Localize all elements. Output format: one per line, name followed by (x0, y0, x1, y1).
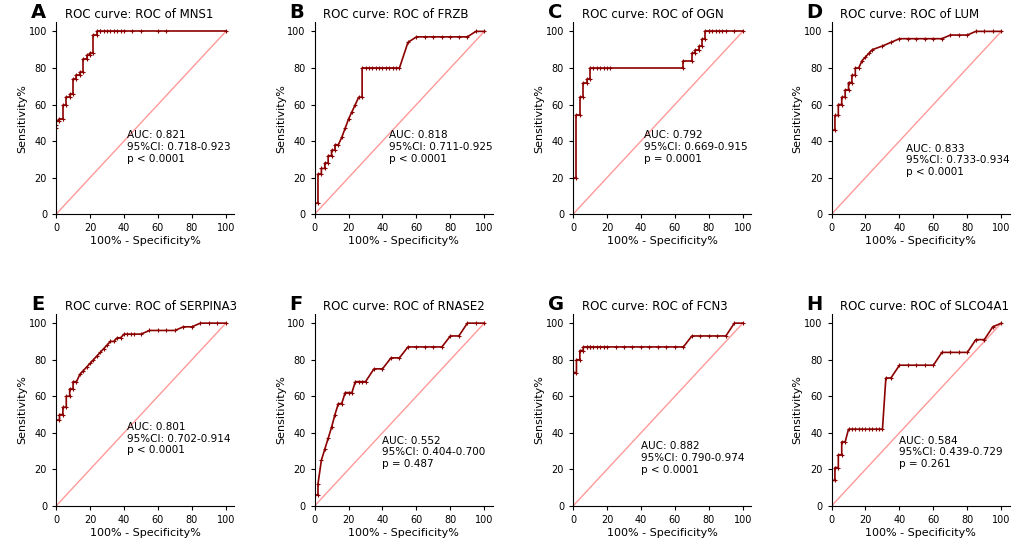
Y-axis label: Sensitivity%: Sensitivity% (534, 84, 544, 153)
Text: G: G (547, 295, 564, 314)
X-axis label: 100% - Specificity%: 100% - Specificity% (864, 236, 975, 246)
Text: ROC curve: ROC of SLCO4A1: ROC curve: ROC of SLCO4A1 (840, 300, 1009, 313)
X-axis label: 100% - Specificity%: 100% - Specificity% (606, 528, 717, 538)
Text: ROC curve: ROC of FCN3: ROC curve: ROC of FCN3 (582, 300, 727, 313)
X-axis label: 100% - Specificity%: 100% - Specificity% (90, 528, 201, 538)
Text: ROC curve: ROC of OGN: ROC curve: ROC of OGN (582, 8, 723, 21)
Text: ROC curve: ROC of FRZB: ROC curve: ROC of FRZB (323, 8, 469, 21)
Text: F: F (289, 295, 303, 314)
Text: AUC: 0.882
95%CI: 0.790-0.974
p < 0.0001: AUC: 0.882 95%CI: 0.790-0.974 p < 0.0001 (640, 441, 744, 475)
Y-axis label: Sensitivity%: Sensitivity% (275, 84, 285, 153)
Text: D: D (806, 3, 822, 22)
Text: AUC: 0.552
95%CI: 0.404-0.700
p = 0.487: AUC: 0.552 95%CI: 0.404-0.700 p = 0.487 (382, 435, 485, 469)
Text: AUC: 0.584
95%CI: 0.439-0.729
p = 0.261: AUC: 0.584 95%CI: 0.439-0.729 p = 0.261 (899, 435, 1002, 469)
Text: ROC curve: ROC of SERPINA3: ROC curve: ROC of SERPINA3 (65, 300, 236, 313)
X-axis label: 100% - Specificity%: 100% - Specificity% (347, 236, 459, 246)
Text: E: E (32, 295, 45, 314)
Text: C: C (547, 3, 561, 22)
Text: ROC curve: ROC of RNASE2: ROC curve: ROC of RNASE2 (323, 300, 485, 313)
Text: AUC: 0.818
95%CI: 0.711-0.925
p < 0.0001: AUC: 0.818 95%CI: 0.711-0.925 p < 0.0001 (389, 131, 492, 163)
Text: AUC: 0.792
95%CI: 0.669-0.915
p = 0.0001: AUC: 0.792 95%CI: 0.669-0.915 p = 0.0001 (644, 131, 747, 163)
Text: ROC curve: ROC of MNS1: ROC curve: ROC of MNS1 (65, 8, 213, 21)
Text: AUC: 0.833
95%CI: 0.733-0.934
p < 0.0001: AUC: 0.833 95%CI: 0.733-0.934 p < 0.0001 (906, 144, 1009, 177)
X-axis label: 100% - Specificity%: 100% - Specificity% (347, 528, 459, 538)
Text: ROC curve: ROC of LUM: ROC curve: ROC of LUM (840, 8, 978, 21)
Y-axis label: Sensitivity%: Sensitivity% (792, 84, 802, 153)
Y-axis label: Sensitivity%: Sensitivity% (275, 375, 285, 444)
X-axis label: 100% - Specificity%: 100% - Specificity% (90, 236, 201, 246)
Text: AUC: 0.801
95%CI: 0.702-0.914
p < 0.0001: AUC: 0.801 95%CI: 0.702-0.914 p < 0.0001 (127, 422, 230, 455)
Text: AUC: 0.821
95%CI: 0.718-0.923
p < 0.0001: AUC: 0.821 95%CI: 0.718-0.923 p < 0.0001 (127, 131, 230, 163)
Text: H: H (806, 295, 822, 314)
Y-axis label: Sensitivity%: Sensitivity% (17, 375, 28, 444)
Y-axis label: Sensitivity%: Sensitivity% (792, 375, 802, 444)
Text: B: B (289, 3, 304, 22)
X-axis label: 100% - Specificity%: 100% - Specificity% (606, 236, 717, 246)
Y-axis label: Sensitivity%: Sensitivity% (534, 375, 544, 444)
Y-axis label: Sensitivity%: Sensitivity% (17, 84, 28, 153)
X-axis label: 100% - Specificity%: 100% - Specificity% (864, 528, 975, 538)
Text: A: A (32, 3, 46, 22)
